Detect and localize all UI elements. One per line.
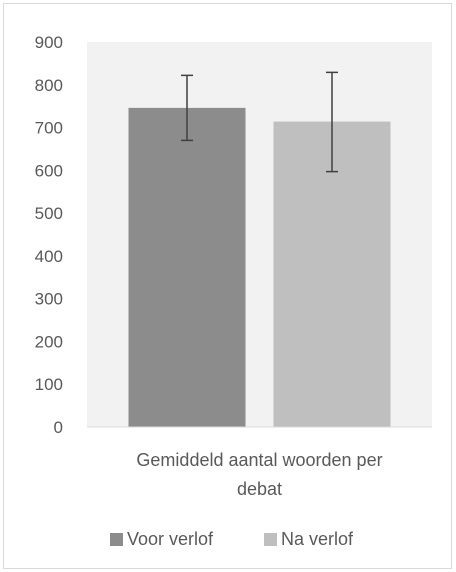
legend-swatch-voor-verlof [110, 533, 123, 546]
category-label-line-1: Gemiddeld aantal woorden per [136, 450, 382, 470]
legend-label-na-verlof: Na verlof [281, 529, 354, 549]
y-tick-label: 600 [35, 161, 63, 180]
legend: Voor verlof Na verlof [110, 529, 354, 549]
bar-voor-verlof [128, 107, 246, 427]
legend-swatch-na-verlof [264, 533, 277, 546]
bar-na-verlof [273, 121, 391, 428]
error-bars [181, 71, 338, 173]
bars [128, 107, 391, 428]
y-tick-label: 0 [54, 418, 63, 437]
y-tick-label: 200 [35, 332, 63, 351]
y-axis-ticks: 0 100 200 300 400 500 600 700 800 900 [35, 33, 63, 437]
y-tick-label: 100 [35, 375, 63, 394]
y-tick-label: 900 [35, 33, 63, 52]
error-bar-na-verlof [326, 71, 338, 173]
category-label-line-2: debat [237, 479, 282, 499]
error-bar-voor-verlof [181, 74, 193, 142]
y-tick-label: 300 [35, 290, 63, 309]
y-tick-label: 500 [35, 204, 63, 223]
legend-label-voor-verlof: Voor verlof [127, 529, 214, 549]
y-tick-label: 800 [35, 76, 63, 95]
y-tick-label: 700 [35, 119, 63, 138]
y-tick-label: 400 [35, 247, 63, 266]
